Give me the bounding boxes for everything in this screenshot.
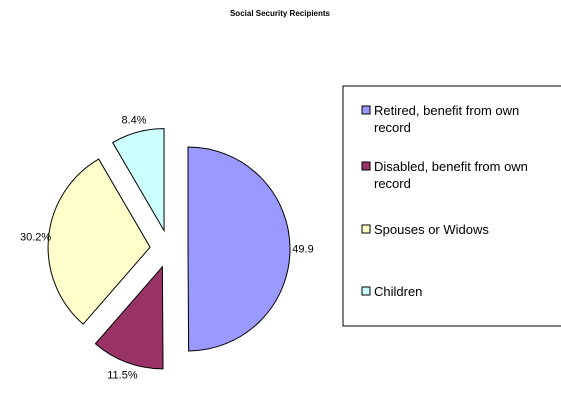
legend-label-1-line-2: record (374, 120, 411, 135)
legend-items: Retired, benefit from ownrecordDisabled,… (361, 103, 528, 299)
pie-slice-4 (111, 128, 165, 233)
legend-entry-4: Children (361, 284, 422, 299)
legend-label-1-line-1: Retired, benefit from own (374, 103, 519, 118)
legend-label-4-line-1: Children (374, 284, 422, 299)
pie-slice-3 (47, 158, 151, 325)
legend-entry-3: Spouses or Widows (361, 222, 489, 237)
legend: Retired, benefit from ownrecordDisabled,… (342, 85, 561, 327)
legend-label-2-line-2: record (374, 176, 411, 191)
pie-data-label-1: 49.9 (292, 244, 313, 256)
legend-swatch-4 (361, 286, 371, 296)
legend-swatch-3 (361, 224, 371, 234)
pie-slice-1 (187, 146, 291, 352)
legend-label-2-line-1: Disabled, benefit from own (374, 159, 528, 174)
pie-data-label-4: 8.4% (122, 115, 147, 127)
legend-swatch-2 (361, 161, 371, 171)
legend-entry-1: Retired, benefit from own record (361, 103, 519, 135)
legend-box (342, 85, 561, 327)
pie-slices (47, 128, 291, 370)
pie-slice-2 (94, 265, 164, 370)
pie-data-label-3: 30.2% (20, 231, 51, 243)
legend-entry-2: Disabled, benefit from own record (361, 159, 528, 191)
legend-swatch-1 (361, 105, 371, 115)
pie-data-label-2: 11.5% (107, 370, 138, 382)
legend-label-3-line-1: Spouses or Widows (374, 222, 489, 237)
pie-data-labels: 49.9 11.5% 30.2% 8.4% (20, 115, 314, 382)
chart-title: Social Security Recipients (230, 9, 331, 18)
